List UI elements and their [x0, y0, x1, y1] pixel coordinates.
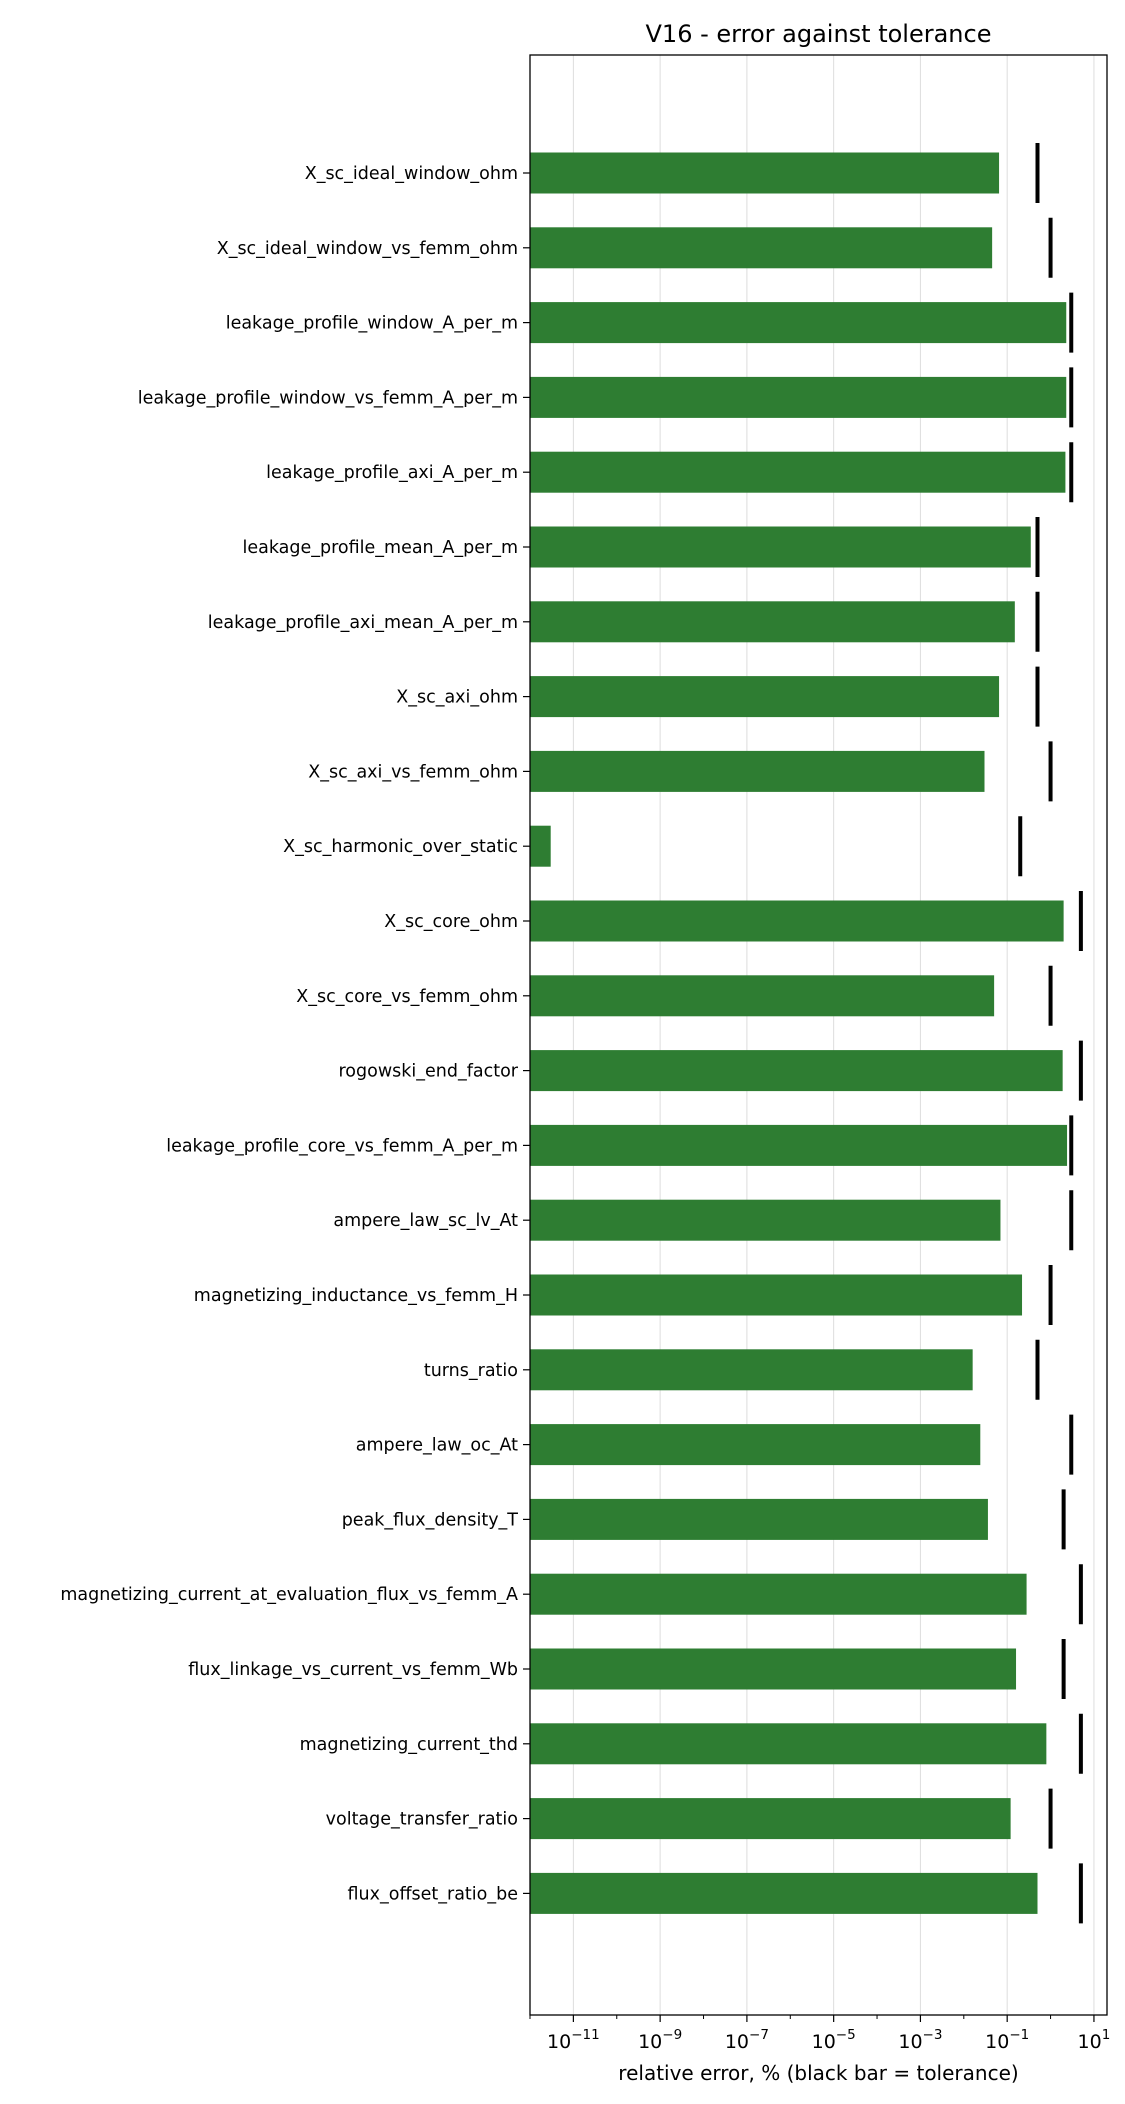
bar-flux_linkage_vs_current_vs_femm_Wb — [530, 1648, 1017, 1690]
bar-X_sc_axi_vs_femm_ohm — [530, 750, 985, 792]
x-axis-label: relative error, % (black bar = tolerance… — [618, 2061, 1018, 2085]
bar-X_sc_harmonic_over_static — [530, 825, 551, 867]
bar-flux_offset_ratio_be — [530, 1872, 1038, 1914]
x-tick-label: 10−3 — [898, 2027, 942, 2053]
category-label: magnetizing_current_thd — [300, 1735, 518, 1755]
category-label: ampere_law_oc_At — [356, 1436, 518, 1456]
bar-magnetizing_inductance_vs_femm_H — [530, 1274, 1023, 1316]
x-tick-exponent: −5 — [836, 2027, 856, 2043]
category-label: voltage_transfer_ratio — [326, 1810, 518, 1830]
bar-leakage_profile_window_A_per_m — [530, 302, 1067, 344]
bar-X_sc_ideal_window_ohm — [530, 152, 1000, 194]
category-label: leakage_profile_axi_A_per_m — [266, 463, 518, 483]
category-label: leakage_profile_axi_mean_A_per_m — [208, 613, 518, 633]
bar-ampere_law_oc_At — [530, 1424, 981, 1466]
plot-frame — [529, 54, 1108, 2016]
bar-leakage_profile_core_vs_femm_A_per_m — [530, 1124, 1068, 1166]
bar-leakage_profile_axi_mean_A_per_m — [530, 601, 1015, 643]
chart-title: V16 - error against tolerance — [646, 20, 992, 48]
x-tick-exponent: −11 — [571, 2027, 600, 2043]
category-label: X_sc_axi_ohm — [396, 688, 518, 708]
x-tick-label: 10−5 — [812, 2027, 856, 2053]
category-label: turns_ratio — [424, 1361, 518, 1381]
category-label: rogowski_end_factor — [339, 1062, 519, 1082]
grid-layer — [572, 55, 1095, 2015]
bar-X_sc_ideal_window_vs_femm_ohm — [530, 227, 993, 269]
x-tick-base: 10 — [547, 2031, 571, 2053]
x-tick-label: 101 — [1078, 2027, 1111, 2053]
x-tick-exponent: −7 — [749, 2027, 769, 2043]
ticks-layer: 10−11 10−9 10−7 10−5 10−3 10−1 101 — [523, 172, 1111, 2053]
x-tick-base: 10 — [725, 2031, 749, 2053]
category-label: magnetizing_current_at_evaluation_flux_v… — [60, 1585, 518, 1605]
category-label: magnetizing_inductance_vs_femm_H — [194, 1286, 518, 1306]
tolerance-layer — [1018, 143, 1083, 1924]
x-tick-base: 10 — [638, 2031, 662, 2053]
labels-layer: X_sc_ideal_window_ohm X_sc_ideal_window_v… — [60, 164, 518, 1904]
category-label: X_sc_ideal_window_vs_femm_ohm — [217, 239, 518, 259]
category-label: peak_flux_density_T — [342, 1510, 519, 1530]
x-tick-base: 10 — [985, 2031, 1009, 2053]
bar-magnetizing_current_at_evaluation_flux_vs_femm_A — [530, 1573, 1027, 1615]
x-tick-base: 10 — [812, 2031, 836, 2053]
bar-X_sc_axi_ohm — [530, 676, 1000, 718]
category-label: X_sc_core_vs_femm_ohm — [296, 987, 518, 1007]
bars-layer — [530, 152, 1068, 1914]
category-label: X_sc_axi_vs_femm_ohm — [308, 762, 518, 782]
bar-leakage_profile_window_vs_femm_A_per_m — [530, 376, 1067, 418]
category-label: X_sc_core_ohm — [384, 912, 518, 932]
bar-leakage_profile_mean_A_per_m — [530, 526, 1031, 568]
x-tick-exponent: 1 — [1102, 2027, 1111, 2043]
x-tick-exponent: −3 — [923, 2027, 943, 2043]
bar-voltage_transfer_ratio — [530, 1798, 1011, 1840]
x-tick-exponent: −1 — [1009, 2027, 1029, 2043]
x-tick-exponent: −9 — [662, 2027, 682, 2043]
bar-leakage_profile_axi_A_per_m — [530, 451, 1066, 493]
bar-turns_ratio — [530, 1349, 973, 1391]
category-label: flux_offset_ratio_be — [348, 1884, 518, 1904]
category-label: leakage_profile_core_vs_femm_A_per_m — [166, 1136, 518, 1156]
category-label: X_sc_ideal_window_ohm — [305, 164, 518, 184]
category-label: X_sc_harmonic_over_static — [283, 837, 518, 857]
x-tick-label: 10−11 — [547, 2027, 600, 2053]
x-tick-base: 10 — [1078, 2031, 1102, 2053]
category-label: leakage_profile_window_A_per_m — [226, 314, 518, 334]
bar-ampere_law_sc_lv_At — [530, 1199, 1001, 1241]
bar-X_sc_core_vs_femm_ohm — [530, 975, 995, 1017]
bar-magnetizing_current_thd — [530, 1723, 1047, 1765]
x-tick-label: 10−1 — [985, 2027, 1029, 2053]
x-tick-label: 10−9 — [638, 2027, 682, 2053]
x-tick-label: 10−7 — [725, 2027, 769, 2053]
bar-peak_flux_density_T — [530, 1498, 988, 1540]
category-label: leakage_profile_mean_A_per_m — [242, 538, 518, 558]
bar-X_sc_core_ohm — [530, 900, 1064, 942]
category-label: leakage_profile_window_vs_femm_A_per_m — [138, 388, 518, 408]
category-label: ampere_law_sc_lv_At — [333, 1211, 518, 1231]
bar-rogowski_end_factor — [530, 1050, 1063, 1092]
x-tick-base: 10 — [898, 2031, 922, 2053]
category-label: flux_linkage_vs_current_vs_femm_Wb — [188, 1660, 518, 1680]
